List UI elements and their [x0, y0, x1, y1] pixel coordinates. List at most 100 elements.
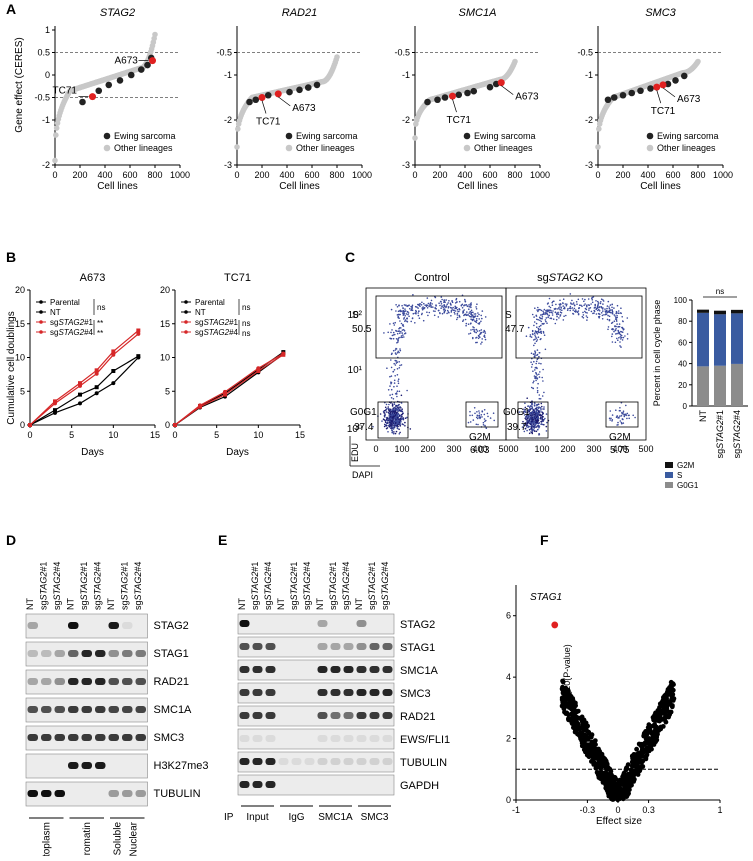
x-tick-label: 600: [122, 170, 137, 180]
x-axis-label: Cell lines: [97, 181, 138, 192]
cell-event: [606, 310, 608, 312]
cell-event: [446, 309, 449, 312]
cell-event: [542, 332, 545, 334]
gene-point: [569, 706, 574, 712]
cell-event: [396, 374, 399, 376]
cell-event: [448, 311, 450, 314]
cell-event: [398, 428, 400, 431]
x-tick-label: 0: [615, 805, 620, 815]
cell-event: [535, 315, 538, 317]
cell-event: [603, 314, 605, 316]
gene-point: [560, 690, 566, 696]
gene-point: [608, 790, 614, 796]
blot-band: [369, 643, 380, 650]
blot-band: [239, 735, 250, 742]
cell-event: [418, 317, 421, 320]
gene-point: [621, 789, 627, 795]
ewing-point: [105, 81, 113, 89]
cell-event: [469, 421, 472, 423]
cell-event: [535, 408, 537, 410]
blot-band: [252, 643, 263, 650]
cell-event: [446, 303, 449, 306]
cell-event: [418, 310, 420, 312]
cell-event: [390, 337, 392, 340]
legend-marker: [39, 320, 43, 324]
gene-point: [644, 752, 650, 758]
stat-label: ns: [242, 303, 250, 312]
legend-label: sgSTAG2#4: [50, 328, 94, 337]
band-label: STAG1: [154, 648, 189, 660]
cell-event: [616, 332, 618, 335]
series-line: [29, 333, 139, 426]
cell-event: [415, 312, 417, 315]
blot-band: [252, 689, 263, 696]
cell-event: [628, 414, 630, 417]
cell-event: [395, 360, 398, 362]
cell-event: [540, 417, 543, 420]
x-tick-label: 400: [457, 170, 472, 180]
cell-event: [607, 326, 610, 328]
cell-event: [619, 333, 622, 336]
cell-event: [535, 426, 538, 428]
blot-band: [330, 689, 341, 696]
band-label: STAG1: [400, 642, 435, 654]
blot-band: [343, 643, 354, 650]
cell-event: [600, 312, 603, 314]
legend-label: NT: [50, 308, 61, 317]
blot-band: [239, 643, 250, 650]
cell-event: [620, 336, 623, 339]
subplot-smc3: SMC3 -0.5 -1 -2 -30 200 400 600 800 1000 Cell line…: [577, 7, 733, 192]
cell-event: [599, 302, 602, 305]
cell-event: [533, 375, 536, 377]
cell-event: [420, 304, 423, 306]
cell-event: [394, 364, 397, 366]
cell-event: [388, 423, 391, 425]
y-tick-label: -2: [585, 115, 593, 125]
cell-event: [541, 419, 543, 421]
cell-event: [538, 412, 541, 414]
cell-event: [462, 312, 464, 314]
gene-point: [582, 736, 588, 742]
cell-event: [529, 423, 532, 426]
panel-label-d: D: [6, 532, 16, 548]
cell-event: [540, 320, 542, 323]
blot-band: [317, 620, 328, 627]
cell-event: [523, 408, 525, 411]
x-tick-label: 0: [172, 430, 177, 440]
cell-event: [460, 304, 463, 307]
cell-event: [540, 416, 542, 419]
cell-event: [398, 310, 401, 312]
cell-event: [393, 431, 395, 433]
blot-band: [317, 643, 328, 650]
flow-x-tick: 500: [638, 444, 653, 454]
cell-event: [539, 328, 542, 330]
legend-ewing-marker: [285, 132, 293, 140]
cell-event: [538, 329, 540, 331]
gene-point: [605, 785, 611, 790]
cell-event: [398, 367, 401, 369]
cell-event: [524, 406, 527, 409]
gene-point: [639, 751, 645, 756]
cell-event: [611, 312, 614, 314]
cell-event: [394, 352, 397, 354]
cell-event: [548, 314, 551, 317]
cell-event: [393, 412, 396, 415]
cell-event: [399, 349, 402, 352]
blot-band: [239, 620, 250, 627]
cell-event: [397, 378, 400, 381]
ewing-point: [672, 77, 679, 84]
lane-label: sgSTAG2#4: [380, 562, 390, 610]
cell-event: [598, 306, 601, 308]
cell-event: [545, 317, 548, 319]
cell-event: [392, 337, 395, 340]
cell-event: [540, 330, 542, 333]
cell-event: [441, 298, 443, 301]
lane-label: sgSTAG2#4: [52, 562, 62, 610]
cell-event: [458, 308, 461, 311]
flow-control-title: Control: [414, 272, 449, 284]
ewing-point: [127, 71, 135, 79]
blot-band: [239, 781, 250, 788]
gene-point: [654, 737, 660, 743]
cell-event: [396, 352, 399, 354]
